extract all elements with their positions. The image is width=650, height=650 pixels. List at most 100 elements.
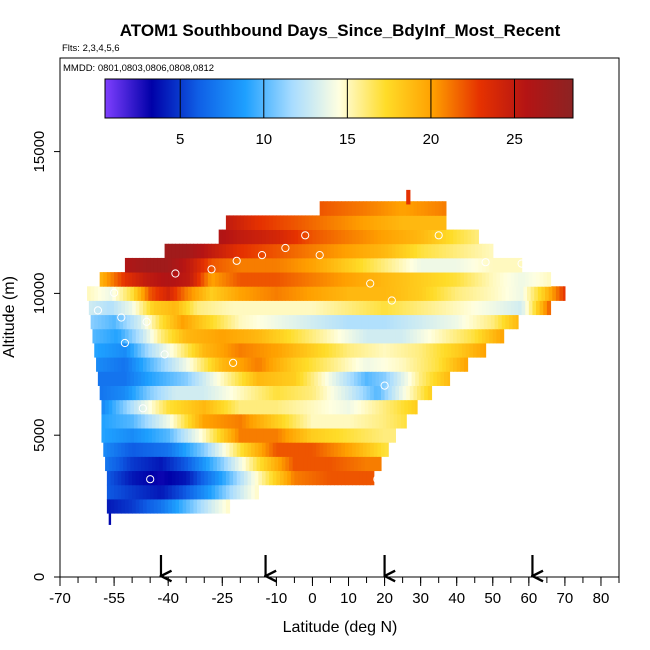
heatmap-cell: [456, 272, 461, 287]
heatmap-cell: [276, 442, 281, 457]
heatmap-cell: [382, 399, 387, 415]
heatmap-cell: [265, 257, 270, 273]
heatmap-cell: [247, 385, 252, 401]
heatmap-cell: [348, 229, 353, 245]
heatmap-cell: [444, 286, 449, 301]
heatmap-cell: [123, 399, 128, 415]
heatmap-cell: [397, 413, 402, 429]
heatmap-cell: [240, 229, 245, 245]
heatmap-cell: [216, 343, 222, 358]
heatmap-cell: [366, 328, 371, 344]
heatmap-cell: [119, 286, 124, 301]
heatmap-cell: [220, 456, 225, 472]
heatmap-cell: [220, 413, 225, 429]
heatmap-cell: [451, 343, 456, 358]
heatmap-cell: [141, 413, 146, 429]
heatmap-cell: [184, 286, 189, 301]
x-axis: -70 -55 -40 -25 -10 0 10 20 30 40 50 60 70 80: [49, 577, 620, 607]
heatmap-cell: [256, 371, 261, 386]
heatmap-cell: [299, 413, 305, 429]
heatmap-cell: [267, 428, 272, 443]
heatmap-cell: [366, 442, 371, 457]
heatmap-cell: [159, 456, 164, 472]
heatmap-cell: [384, 272, 389, 287]
heatmap-cell: [186, 499, 191, 514]
heatmap-cell: [361, 343, 366, 358]
heatmap-cell: [180, 428, 186, 443]
heatmap-cell: [355, 201, 360, 216]
heatmap-cell: [287, 229, 292, 245]
heatmap-cell: [267, 286, 272, 301]
heatmap-cell: [155, 413, 160, 429]
heatmap-cell: [195, 413, 200, 429]
heatmap-cell: [247, 442, 252, 457]
heatmap-cell: [332, 428, 337, 443]
heatmap-cell: [395, 357, 400, 372]
heatmap-cell: [159, 286, 164, 301]
heatmap-cell: [377, 442, 382, 457]
heatmap-cell: [193, 328, 198, 344]
heatmap-cell: [389, 428, 395, 443]
heatmap-cell: [254, 385, 259, 401]
heatmap-cell: [352, 470, 357, 486]
heatmap-cell: [404, 343, 409, 358]
heatmap-cell: [144, 399, 149, 415]
heatmap-cell: [400, 413, 406, 429]
heatmap-cell: [200, 328, 205, 344]
heatmap-cell: [444, 343, 449, 358]
heatmap-cell: [270, 371, 276, 386]
heatmap-cell: [362, 300, 368, 316]
heatmap-cell: [344, 272, 350, 287]
heatmap-cell: [197, 257, 202, 273]
heatmap-cell: [265, 243, 270, 259]
heatmap-cell: [141, 371, 146, 386]
heatmap-cell: [449, 257, 454, 273]
x-tick-label: -40: [157, 590, 179, 607]
heatmap-cell: [234, 413, 240, 429]
heatmap-cell: [141, 456, 146, 472]
heatmap-cell: [139, 257, 144, 273]
heatmap-cell: [447, 286, 452, 301]
heatmap-cell: [303, 371, 308, 386]
heatmap-cell: [400, 286, 406, 301]
heatmap-cell: [402, 243, 407, 259]
heatmap-cell: [371, 413, 377, 429]
heatmap-cell: [222, 229, 227, 245]
heatmap-cell: [308, 272, 314, 287]
heatmap-cell: [305, 272, 310, 287]
heatmap-cell: [326, 257, 332, 273]
heatmap-cell: [153, 300, 158, 316]
heatmap-cell: [445, 300, 451, 316]
heatmap-cell: [142, 272, 148, 287]
heatmap-cell: [436, 286, 442, 301]
heatmap-cell: [207, 442, 213, 457]
heatmap-cell: [242, 343, 247, 358]
heatmap-cell: [393, 413, 398, 429]
heatmap-cell: [417, 300, 422, 316]
heatmap-cell: [308, 243, 314, 259]
heatmap-cell: [325, 413, 330, 429]
heatmap-cell: [186, 257, 191, 273]
heatmap-cell: [330, 243, 335, 259]
heatmap-cell: [431, 300, 436, 316]
heatmap-cell: [242, 399, 247, 415]
heatmap-cell: [307, 456, 312, 472]
heatmap-cell: [215, 499, 220, 514]
heatmap-cell: [132, 442, 137, 457]
heatmap-cell: [213, 343, 218, 358]
heatmap-cell: [171, 385, 177, 401]
heatmap-cell: [216, 286, 222, 301]
heatmap-cell: [267, 371, 272, 386]
heatmap-cell: [361, 286, 366, 301]
heatmap-cell: [233, 385, 238, 401]
heatmap-cell: [254, 243, 259, 259]
heatmap-cell: [474, 257, 479, 273]
heatmap-cell: [413, 385, 418, 401]
heatmap-cell: [213, 371, 218, 386]
heatmap-cell: [99, 357, 104, 372]
heatmap-cell: [346, 343, 351, 358]
heatmap-cell: [409, 229, 415, 245]
heatmap-cell: [418, 343, 424, 358]
heatmap-cell: [368, 343, 373, 358]
heatmap-cell: [289, 371, 294, 386]
